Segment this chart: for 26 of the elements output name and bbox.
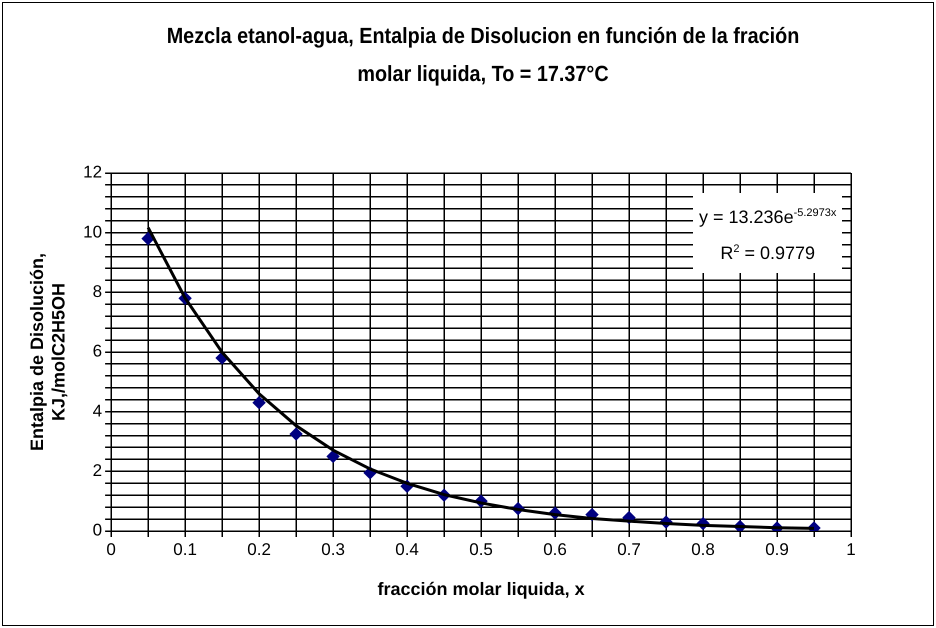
x-tick-label: 0.3: [321, 540, 345, 559]
x-tick-label: 0.5: [469, 540, 493, 559]
y-tick-label: 8: [92, 282, 102, 302]
x-tick-label: 0.8: [691, 540, 715, 559]
chart-title: Mezcla etanol-agua, Entalpia de Disolucion en función de la fración molar liquida, To = 17.37°C: [166, 22, 800, 88]
point: [326, 450, 340, 463]
x-tick-label: 0.1: [173, 540, 197, 559]
y-tick-label: 12: [83, 162, 102, 182]
point: [290, 428, 303, 441]
x-axis-title: fracción molar liquida, x: [378, 579, 585, 600]
x-tick-label: 0: [106, 540, 116, 559]
x-tick-label: 1: [846, 540, 856, 559]
y-tick-label: 6: [92, 342, 102, 361]
y-axis-title: Entalpia de Disolución, KJ,/molC2H5OH: [26, 252, 68, 452]
y-tick-label: 10: [83, 222, 102, 242]
point: [252, 396, 266, 410]
annotation: y = 13.236e$^{-5.2973x}$: [699, 206, 836, 229]
x-tick-label: 0.6: [543, 540, 567, 559]
y-tick-label: 0: [92, 520, 102, 540]
x-tick-label: 0.9: [765, 540, 789, 559]
x-tick-label: 0.4: [395, 540, 419, 559]
annotation: R$^{2}$ = 0.9779: [719, 242, 816, 265]
y-tick-label: 2: [92, 461, 102, 480]
x-tick-label: 0.2: [247, 540, 271, 559]
y-tick-label: 4: [92, 401, 102, 420]
x-tick-label: 0.7: [617, 540, 641, 559]
